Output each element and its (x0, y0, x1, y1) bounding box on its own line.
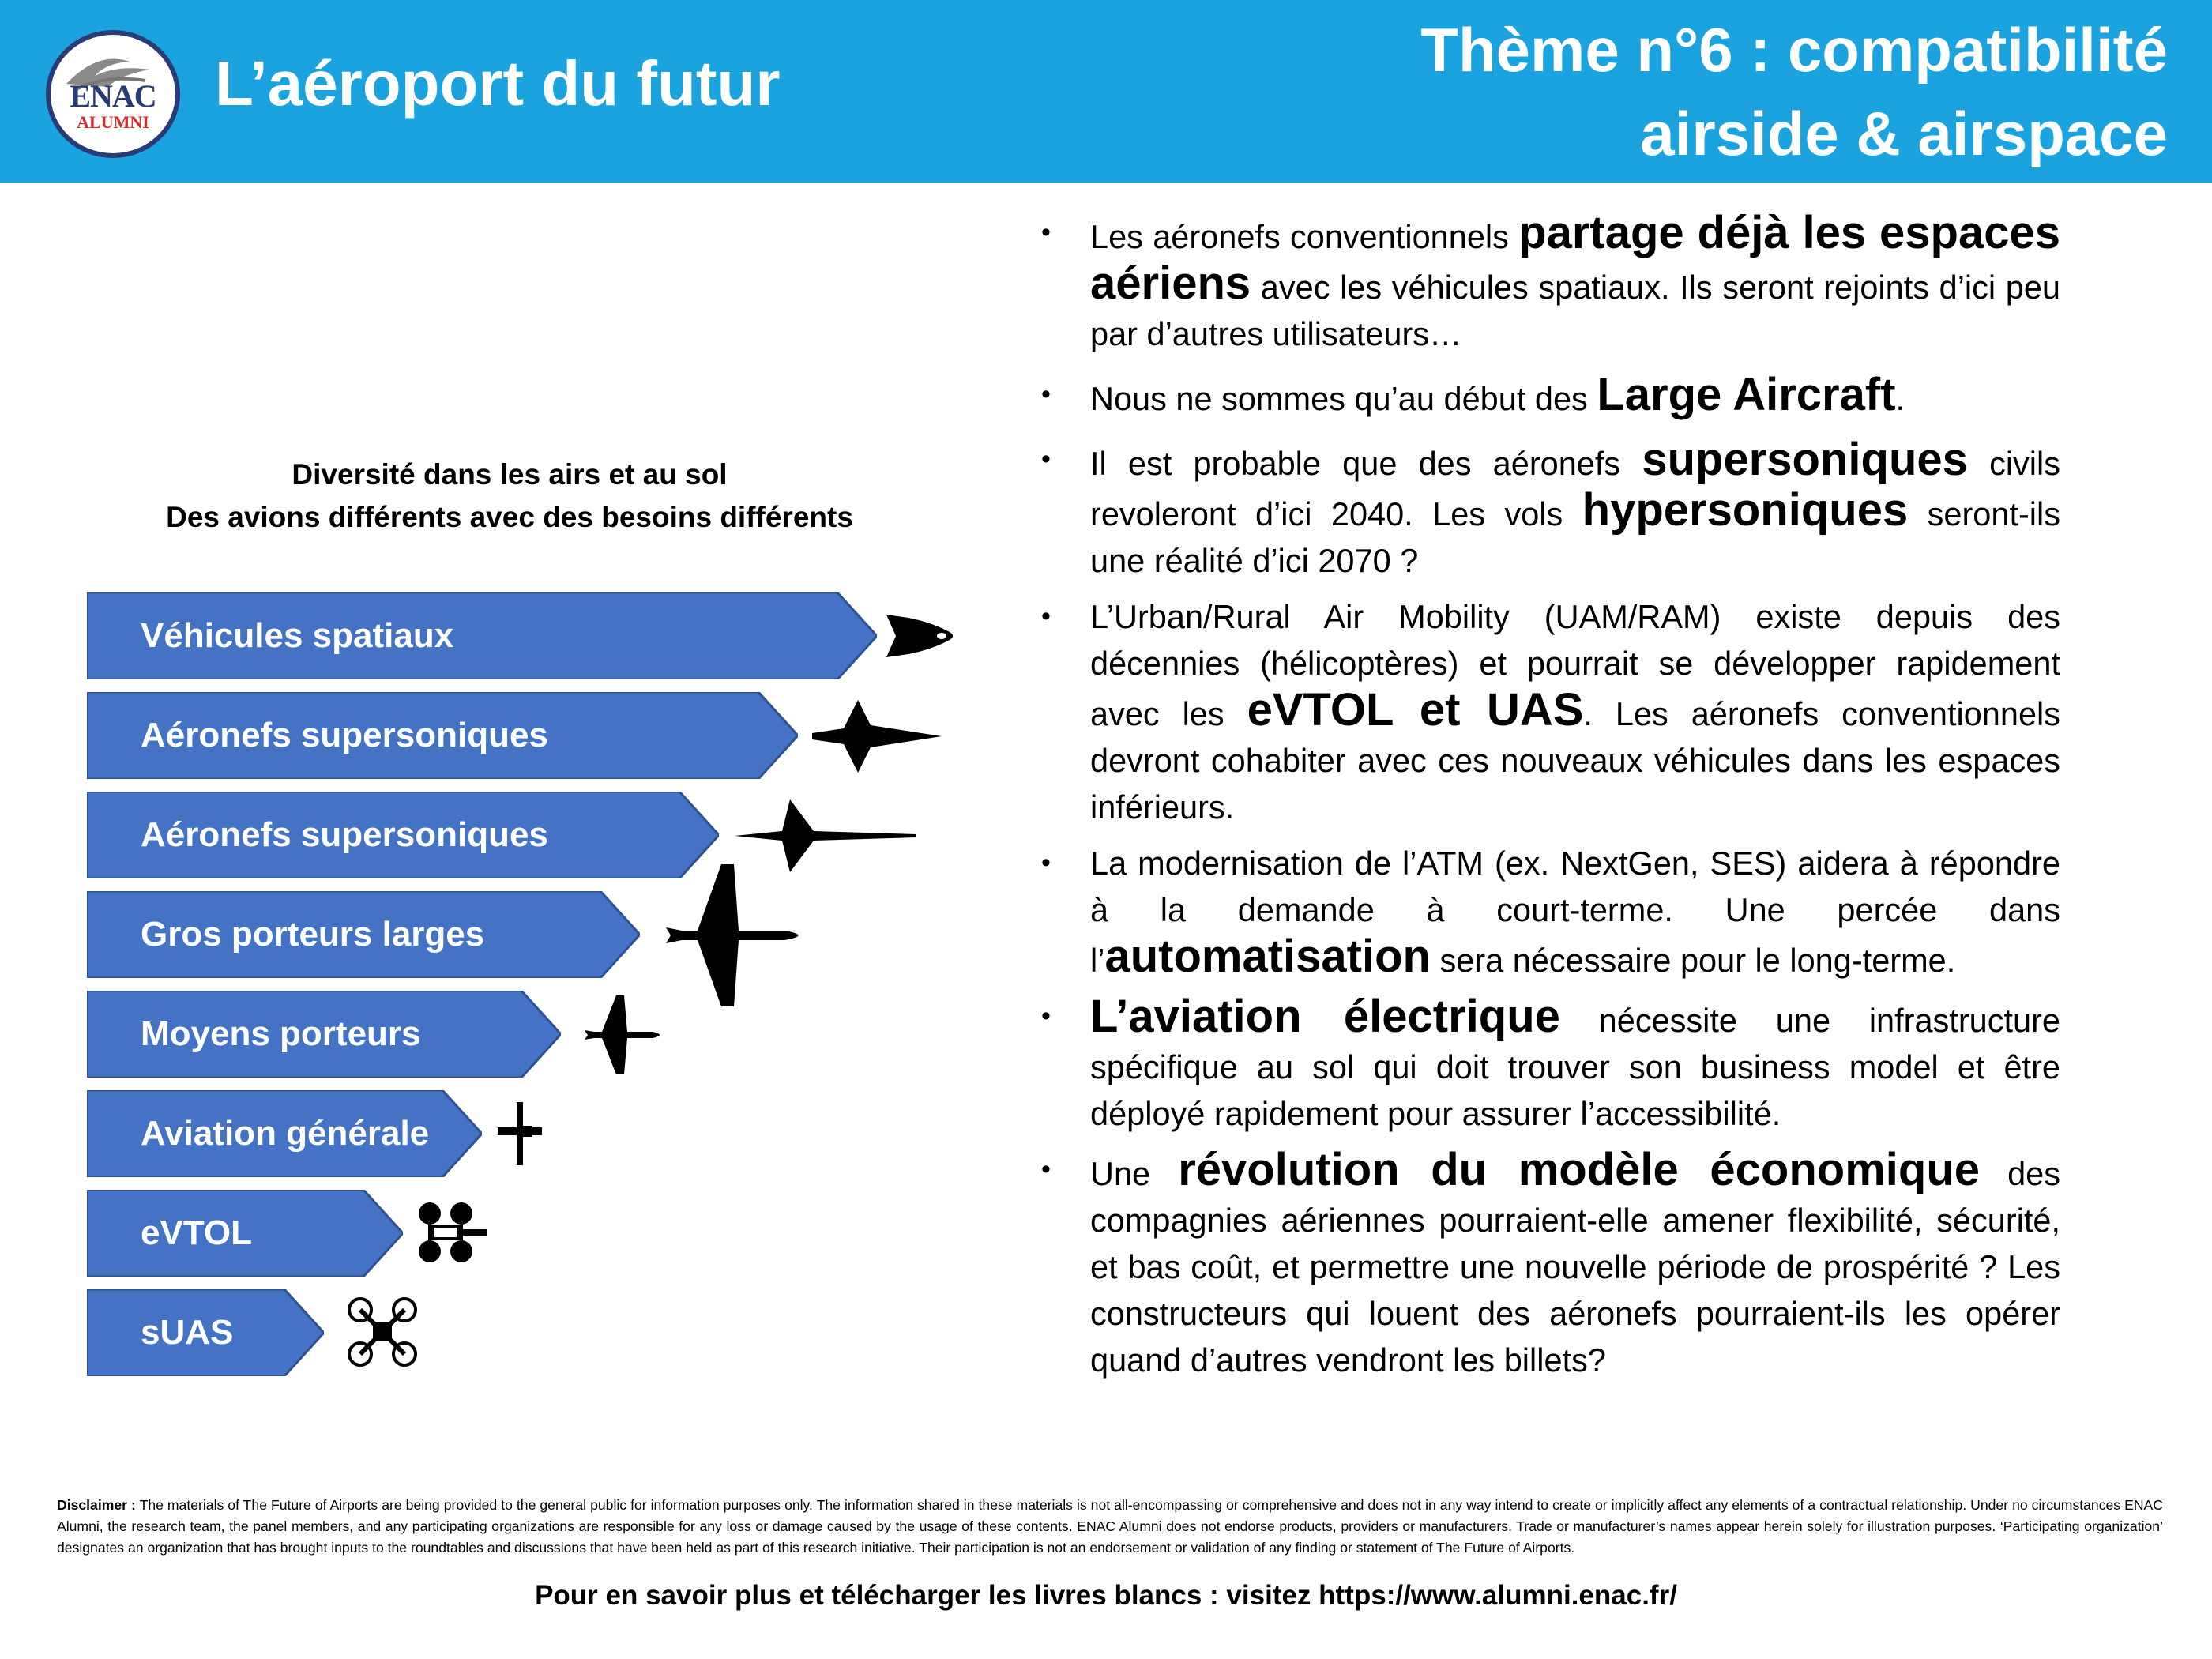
wings-icon (66, 58, 150, 92)
evtol-icon (419, 1202, 487, 1262)
category-label: sUAS (141, 1313, 234, 1352)
theme-title-line1: Thème n°6 : compatibilité (1420, 15, 2168, 85)
diagram-title-line2: Des avions différents avec des besoins d… (166, 501, 853, 533)
category-label: eVTOL (141, 1213, 253, 1252)
disclaimer: Disclaimer : The materials of The Future… (57, 1495, 2163, 1559)
category-arrow: Aviation générale (87, 1090, 482, 1177)
widebody-airliner-icon (666, 864, 799, 1006)
bullet-item: • La modernisation de l’ATM (ex. NextGen,… (1041, 845, 2060, 982)
bullet-item: • L’aviation électrique nécessite une in… (1041, 991, 2060, 1132)
theme-title-line2: airside & airspace (1640, 99, 2168, 168)
disclaimer-text: The materials of The Future of Airports … (57, 1497, 2163, 1556)
bullet-item: • Il est probable que des aéronefs supers… (1041, 434, 2060, 579)
diagram-title: Diversité dans les airs et au sol Des av… (87, 453, 932, 539)
bullet-item: • Une révolution du modèle économique des… (1041, 1144, 2060, 1379)
disclaimer-label: Disclaimer : (57, 1497, 136, 1513)
category-arrow: eVTOL (87, 1190, 403, 1277)
space-shuttle-icon (886, 615, 953, 657)
category-label: Véhicules spatiaux (141, 616, 454, 655)
category-arrow: Gros porteurs larges (87, 891, 640, 978)
category-label: Gros porteurs larges (141, 915, 485, 954)
concorde-icon (735, 799, 916, 872)
header-banner: ENAC ALUMNI L’aéroport du futur Thème n°… (0, 0, 2212, 183)
logo-enac-text: ENAC (70, 78, 156, 114)
theme-title: Thème n°6 : compatibilité airside & airs… (1420, 8, 2168, 175)
bullet-item: • L’Urban/Rural Air Mobility (UAM/RAM) ex… (1041, 598, 2060, 826)
bullet-item: • Nous ne sommes qu’au début des Large Ai… (1041, 369, 1905, 420)
drone-icon (348, 1297, 417, 1367)
site-title: L’aéroport du futur (215, 48, 781, 118)
category-label: Moyens porteurs (141, 1014, 421, 1053)
enac-alumni-logo: ENAC ALUMNI (46, 30, 180, 158)
diagram-title-line1: Diversité dans les airs et au sol (292, 458, 728, 491)
category-arrow: sUAS (87, 1289, 324, 1376)
category-label: Aéronefs supersoniques (141, 815, 548, 854)
light-aircraft-icon (498, 1102, 542, 1165)
bullet-list: • Les aéronefs conventionnels partage déj… (1041, 209, 2060, 1383)
narrowbody-airliner-icon (585, 995, 660, 1074)
category-label: Aéronefs supersoniques (141, 716, 548, 754)
footer-link-text[interactable]: Pour en savoir plus et télécharger les l… (535, 1580, 1677, 1611)
stealth-jet-icon (812, 700, 942, 773)
logo-alumni-text: ALUMNI (77, 112, 149, 132)
bullet-item: • Les aéronefs conventionnels partage déj… (1041, 207, 2060, 352)
category-label: Aviation générale (141, 1114, 430, 1153)
category-arrow: Véhicules spatiaux (87, 592, 877, 679)
category-arrow: Moyens porteurs (87, 991, 561, 1078)
category-arrow: Aéronefs supersoniques (87, 692, 798, 779)
category-arrow: Aéronefs supersoniques (87, 792, 719, 878)
